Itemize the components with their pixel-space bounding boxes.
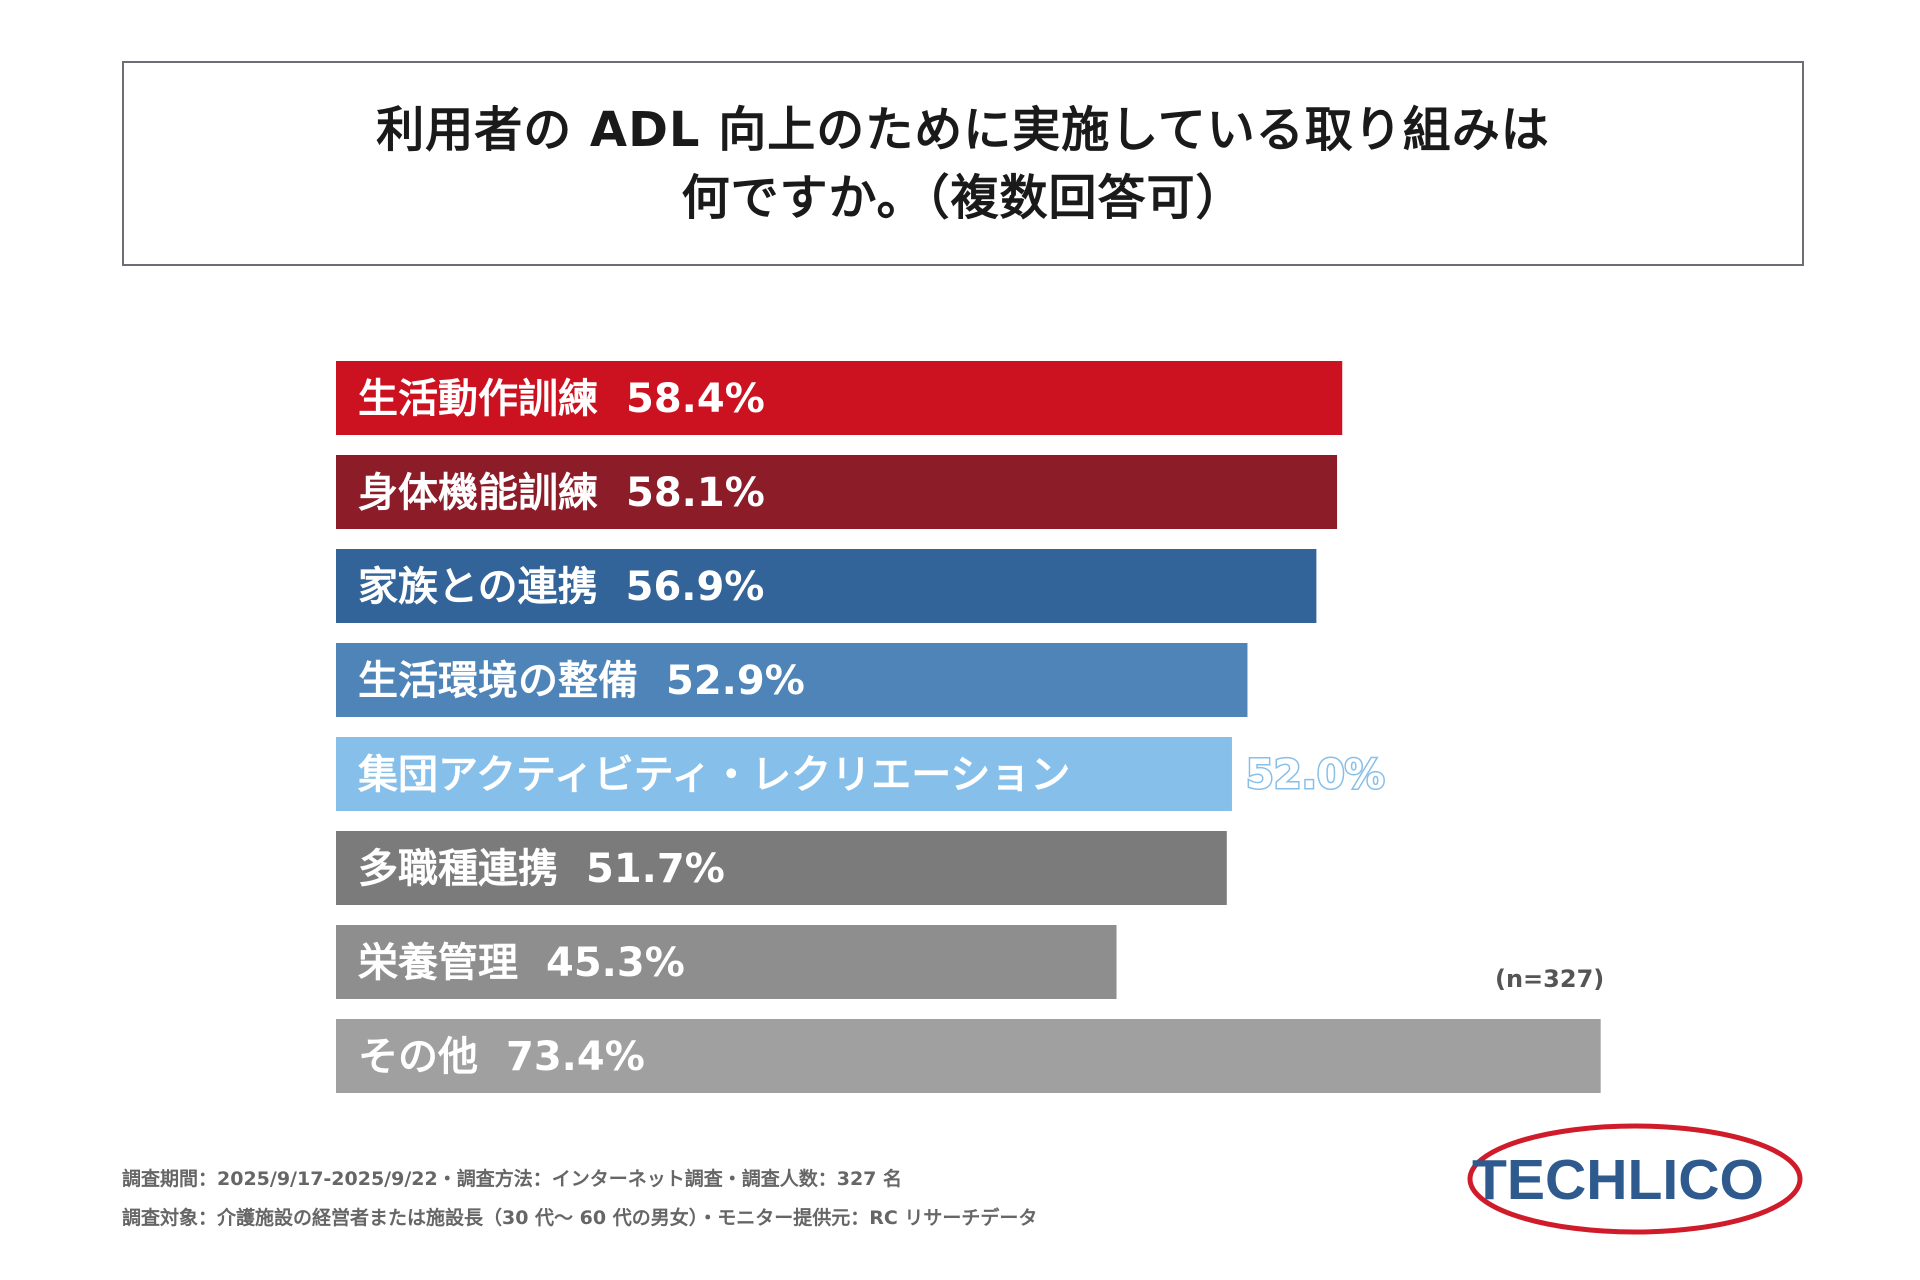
footnote-survey-period: 調査期間：2025/9/17-2025/9/22・調査方法：インターネット調査・…: [122, 1168, 903, 1190]
bar-value-label-4: 52.0%: [1246, 752, 1385, 798]
bar-category-label-4: 集団アクティビティ・レクリエーション: [357, 752, 1070, 798]
bar-0: [336, 361, 1343, 435]
bar-6: [336, 925, 1117, 999]
bar-value-label-1: 58.1%: [626, 470, 765, 516]
bar-category-label-1: 身体機能訓練: [358, 470, 598, 516]
bar-category-label-2: 家族との連携: [358, 564, 598, 610]
bar-category-label-0: 生活動作訓練: [358, 376, 598, 422]
techlico-logo: TECHLICO: [1467, 1123, 1803, 1235]
bar-category-label-3: 生活環境の整備: [358, 658, 638, 704]
footnote-survey-target: 調査対象：介護施設の経営者または施設長（30 代～ 60 代の男女）・モニター提…: [122, 1207, 1038, 1229]
bar-value-label-5: 51.7%: [586, 846, 725, 892]
bar-4: [336, 737, 1232, 811]
bar-value-label-6: 45.3%: [546, 940, 685, 986]
bar-2: [336, 549, 1317, 623]
bar-value-label-2: 56.9%: [626, 564, 765, 610]
bar-category-label-7: その他: [358, 1034, 478, 1080]
title-box: 利用者の ADL 向上のために実施している取り組みは 何ですか。（複数回答可）: [122, 61, 1804, 266]
title-line-2: 何ですか。（複数回答可）: [681, 169, 1245, 226]
bar-category-label-6: 栄養管理: [358, 940, 518, 986]
bar-value-label-0: 58.4%: [626, 376, 765, 422]
sample-size-label: (n=327): [1495, 965, 1605, 993]
logo-text: TECHLICO: [1472, 1148, 1764, 1212]
bar-7: [336, 1019, 1601, 1093]
title-line-1: 利用者の ADL 向上のために実施している取り組みは: [376, 101, 1550, 158]
bar-value-label-7: 73.4%: [506, 1034, 645, 1080]
bar-value-label-3: 52.9%: [666, 658, 805, 704]
bar-1: [336, 455, 1338, 529]
bar-3: [336, 643, 1248, 717]
bar-category-label-5: 多職種連携: [358, 846, 558, 892]
logo-ring: [1467, 1123, 1803, 1235]
bar-5: [336, 831, 1227, 905]
